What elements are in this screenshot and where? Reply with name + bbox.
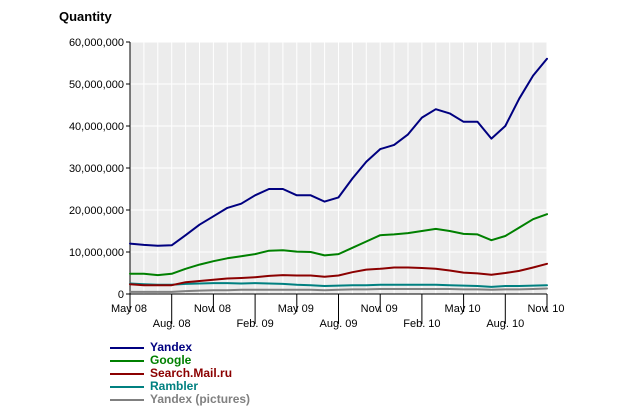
legend-label: Rambler	[150, 379, 199, 393]
x-tick-label: Nov. 08	[194, 303, 231, 315]
chart-canvas: 0 10,000,000 20,000,000 30,000,000 40,000,00…	[69, 37, 565, 330]
series-line-search-mail-ru	[129, 262, 548, 287]
y-tick-label: 60,000,000	[69, 37, 124, 49]
x-tick-label: May 08	[111, 303, 147, 315]
legend-swatch	[110, 347, 144, 349]
y-tick-label: 50,000,000	[69, 79, 124, 91]
x-tick-label: Aug. 09	[320, 318, 358, 330]
y-tick-label: 20,000,000	[69, 205, 124, 217]
y-tick-label: 40,000,000	[69, 121, 124, 133]
x-tick-label: Feb. 10	[403, 318, 440, 330]
legend-swatch	[110, 386, 144, 388]
series-line-rambler	[129, 282, 548, 288]
y-axis-title: Quantity	[59, 9, 112, 24]
legend-swatch	[110, 360, 144, 362]
x-tick-label: Aug. 10	[486, 318, 524, 330]
y-tick-label: 10,000,000	[69, 247, 124, 259]
legend-label: Yandex (pictures)	[150, 392, 251, 406]
x-tick-label: Nov. 09	[361, 303, 398, 315]
x-tick-label: May 10	[445, 303, 481, 315]
legend-label: Search.Mail.ru	[150, 366, 233, 380]
series-line-google	[129, 213, 548, 277]
legend-swatch	[110, 399, 144, 401]
legend-swatch	[110, 373, 144, 375]
y-tick-label: 0	[118, 289, 124, 301]
x-tick-label: Nov. 10	[527, 303, 564, 315]
x-tick-label: Feb. 09	[236, 318, 273, 330]
x-tick-label: May 09	[278, 303, 314, 315]
series-line-yandex	[129, 57, 548, 247]
x-tick-label: Aug. 08	[153, 318, 191, 330]
legend-label: Google	[150, 353, 192, 367]
y-tick-label: 30,000,000	[69, 163, 124, 175]
legend-label: Yandex	[150, 340, 193, 354]
series-line-yandex-pictures-	[129, 287, 548, 293]
